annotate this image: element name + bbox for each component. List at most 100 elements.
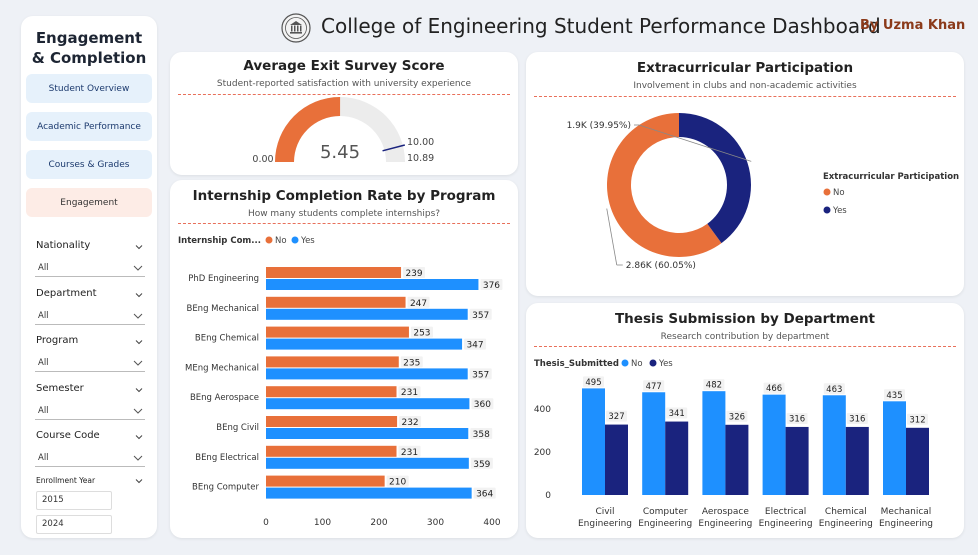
legend-title: Internship Com... <box>178 236 261 246</box>
filter-value: All <box>38 358 49 368</box>
bar-yes[interactable] <box>266 279 479 290</box>
data-label: 316 <box>789 414 805 424</box>
data-label: 357 <box>472 311 489 321</box>
legend-dot-no <box>265 236 273 244</box>
data-label: 210 <box>389 478 406 488</box>
data-label-bg <box>471 398 494 410</box>
data-label-bg <box>703 379 725 391</box>
data-label-bg <box>386 475 409 487</box>
data-label-bg <box>403 267 426 278</box>
bar-yes[interactable] <box>266 487 472 499</box>
data-label-bg <box>846 412 868 424</box>
filter-select-nationality[interactable]: All <box>35 260 145 277</box>
legend-title: Thesis_Submitted <box>534 359 619 369</box>
bar-no[interactable] <box>762 394 786 495</box>
exit-survey-card: Average Exit Survey Score Student-report… <box>170 52 518 175</box>
enrollment-year-to[interactable]: 2024 <box>36 515 112 534</box>
slice-yes[interactable] <box>679 113 751 244</box>
category-label: Engineering <box>879 519 933 529</box>
bar-no[interactable] <box>582 388 605 495</box>
category-label: Civil <box>595 507 614 517</box>
chevron-down-icon[interactable] <box>135 243 143 251</box>
author-credit: By Uzma Khan <box>860 18 966 33</box>
bar-yes[interactable] <box>725 424 749 495</box>
bar-no[interactable] <box>266 356 399 368</box>
x-tick-label: 300 <box>427 518 444 528</box>
exit-survey-gauge: 0.00 5.45 10.00 10.89 <box>252 97 434 165</box>
legend-dot-yes <box>823 206 831 214</box>
bar-no[interactable] <box>266 416 398 427</box>
card-title: Average Exit Survey Score <box>243 58 445 74</box>
filter-select-course-code[interactable]: All <box>35 450 145 467</box>
filter-label-program: Program <box>36 335 79 346</box>
enrollment-year-label: Enrollment Year <box>36 476 96 485</box>
bar-yes[interactable] <box>266 368 468 380</box>
legend-dot-no <box>823 188 831 196</box>
card-subtitle: Research contribution by department <box>660 332 830 342</box>
data-label: 247 <box>410 299 427 309</box>
bar-yes[interactable] <box>785 426 809 495</box>
bar-no[interactable] <box>822 395 846 495</box>
bar-no[interactable] <box>266 267 402 278</box>
chevron-down-icon <box>133 455 143 461</box>
bar-yes[interactable] <box>906 427 929 495</box>
chevron-down-icon[interactable] <box>135 433 143 441</box>
filter-select-semester[interactable]: All <box>35 403 145 420</box>
slice-no[interactable] <box>607 113 722 257</box>
extracurricular-donut-chart: 2.86K (60.05%) 1.9K (39.95%) Extracurricu… <box>567 113 959 271</box>
enrollment-year-from[interactable]: 2015 <box>36 491 112 510</box>
bar-yes[interactable] <box>605 424 628 495</box>
legend-label-yes: Yes <box>658 359 673 369</box>
filter-label-semester: Semester <box>36 382 84 394</box>
bar-no[interactable] <box>266 475 385 487</box>
filter-select-department[interactable]: All <box>35 308 145 325</box>
nav-student-overview[interactable]: Student Overview <box>26 74 152 103</box>
data-label-bg <box>480 279 503 290</box>
bar-yes[interactable] <box>665 421 689 495</box>
data-label-bg <box>400 356 423 368</box>
bar-no[interactable] <box>266 326 409 338</box>
chevron-down-icon[interactable] <box>135 291 143 299</box>
bar-yes[interactable] <box>266 308 468 320</box>
bar-no[interactable] <box>266 445 397 457</box>
leader-line <box>638 124 752 162</box>
bar-no[interactable] <box>642 392 666 495</box>
data-label-bg <box>398 386 421 398</box>
category-label: Engineering <box>698 519 752 529</box>
bar-no[interactable] <box>702 391 726 495</box>
data-label: 477 <box>646 382 662 392</box>
bar-yes[interactable] <box>266 428 469 439</box>
bar-no[interactable] <box>266 296 406 308</box>
filter-value: All <box>38 405 49 416</box>
dashboard-title: College of Engineering Student Performan… <box>321 14 881 38</box>
data-label-bg <box>407 296 430 308</box>
chevron-down-icon[interactable] <box>135 477 143 485</box>
category-label: Electrical <box>765 507 806 517</box>
chevron-down-icon[interactable] <box>135 338 143 346</box>
filter-label-department: Department <box>36 287 97 299</box>
card-subtitle: How many students complete internships? <box>247 209 441 219</box>
filter-select-program[interactable]: All <box>35 355 145 372</box>
gauge-value-label: 5.45 <box>320 142 360 163</box>
data-label-bg <box>470 428 493 439</box>
data-label: 231 <box>401 388 418 398</box>
chevron-down-icon <box>133 265 143 271</box>
data-label-bg <box>606 410 627 422</box>
bar-no[interactable] <box>266 386 397 398</box>
nav-academic-performance[interactable]: Academic Performance <box>26 112 152 141</box>
bar-no[interactable] <box>883 401 906 495</box>
category-label: Chemical <box>825 507 867 517</box>
nav-courses-grades[interactable]: Courses & Grades <box>26 150 152 179</box>
data-label: 341 <box>669 409 685 419</box>
bar-yes[interactable] <box>845 426 869 495</box>
chevron-down-icon[interactable] <box>135 386 143 394</box>
bar-yes[interactable] <box>266 398 470 410</box>
legend-dot-no <box>621 359 629 367</box>
filter-label-course-code: Course Code <box>36 430 100 441</box>
nav-engagement[interactable]: Engagement <box>26 188 152 217</box>
bar-yes[interactable] <box>266 338 463 350</box>
filter-label-nationality: Nationality <box>36 240 91 251</box>
data-label: 326 <box>729 412 745 422</box>
legend-dot-yes <box>291 236 299 244</box>
bar-yes[interactable] <box>266 457 469 469</box>
